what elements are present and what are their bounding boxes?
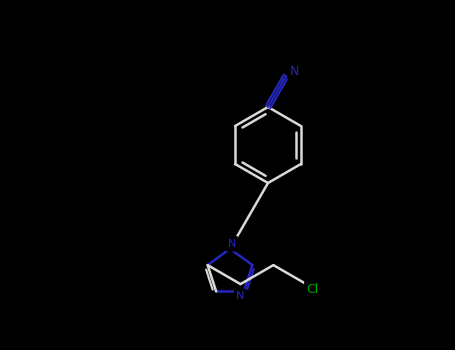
Text: N: N	[236, 292, 244, 301]
Text: N: N	[228, 237, 237, 250]
Text: Cl: Cl	[305, 282, 319, 296]
Text: N: N	[289, 65, 299, 79]
Text: N: N	[228, 239, 236, 249]
Text: Cl: Cl	[306, 282, 318, 296]
Text: N: N	[289, 65, 299, 78]
Text: N: N	[235, 290, 244, 303]
